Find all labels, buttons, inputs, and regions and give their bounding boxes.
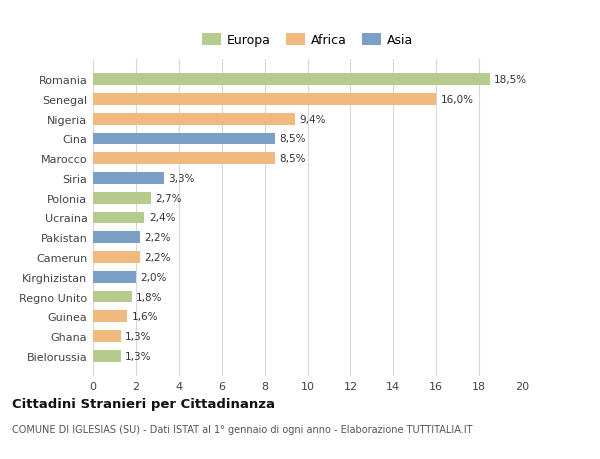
- Bar: [93, 113, 295, 125]
- Bar: [93, 94, 436, 106]
- Text: 3,3%: 3,3%: [168, 174, 194, 184]
- Bar: [93, 271, 136, 283]
- Text: 2,4%: 2,4%: [149, 213, 175, 223]
- Text: 1,3%: 1,3%: [125, 351, 152, 361]
- Text: 8,5%: 8,5%: [280, 134, 306, 144]
- Text: 9,4%: 9,4%: [299, 114, 325, 124]
- Bar: [93, 133, 275, 145]
- Bar: [93, 350, 121, 362]
- Bar: [93, 330, 121, 342]
- Bar: [93, 212, 145, 224]
- Bar: [93, 153, 275, 165]
- Text: 8,5%: 8,5%: [280, 154, 306, 164]
- Text: COMUNE DI IGLESIAS (SU) - Dati ISTAT al 1° gennaio di ogni anno - Elaborazione T: COMUNE DI IGLESIAS (SU) - Dati ISTAT al …: [12, 425, 473, 435]
- Text: 16,0%: 16,0%: [440, 95, 473, 105]
- Text: 1,3%: 1,3%: [125, 331, 152, 341]
- Text: 2,0%: 2,0%: [140, 272, 167, 282]
- Bar: [93, 173, 164, 185]
- Text: 1,8%: 1,8%: [136, 292, 163, 302]
- Text: 2,7%: 2,7%: [155, 193, 182, 203]
- Bar: [93, 252, 140, 263]
- Bar: [93, 311, 127, 323]
- Text: 1,6%: 1,6%: [131, 312, 158, 322]
- Bar: [93, 232, 140, 244]
- Legend: Europa, Africa, Asia: Europa, Africa, Asia: [202, 34, 413, 47]
- Bar: [93, 74, 490, 86]
- Text: Cittadini Stranieri per Cittadinanza: Cittadini Stranieri per Cittadinanza: [12, 397, 275, 410]
- Text: 2,2%: 2,2%: [145, 252, 171, 263]
- Text: 18,5%: 18,5%: [494, 75, 527, 85]
- Bar: [93, 192, 151, 204]
- Bar: [93, 291, 131, 303]
- Text: 2,2%: 2,2%: [145, 233, 171, 243]
